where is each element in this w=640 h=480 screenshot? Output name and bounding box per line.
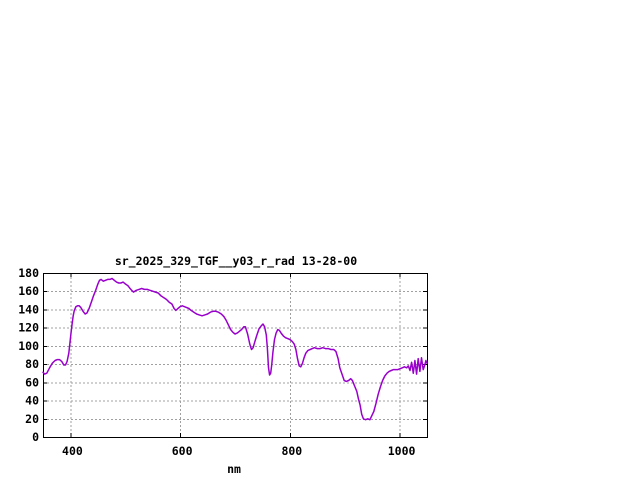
y-tick-label: 140 [18,302,39,316]
x-tick-label: 800 [281,444,302,458]
y-tick-label: 40 [25,394,39,408]
y-tick-label: 0 [32,430,39,444]
y-tick-label: 160 [18,284,39,298]
x-tick-label: 1000 [388,444,416,458]
plot-title: sr_2025_329_TGF__y03_r_rad 13-28-00 [115,254,357,269]
label-layer: sr_2025_329_TGF__y03_r_rad 13-28-00 nm 4… [18,254,415,476]
curve-series [42,277,428,421]
y-tick-label: 60 [25,375,39,389]
y-tick-label: 180 [18,266,39,280]
x-tick-label: 600 [172,444,193,458]
y-tick-label: 80 [25,357,39,371]
grid-layer [43,273,427,437]
x-axis-label: nm [227,462,241,476]
x-tick-label: 400 [62,444,83,458]
y-tick-label: 100 [18,339,39,353]
tick-layer [43,273,427,438]
plot-border [43,273,428,438]
y-tick-label: 120 [18,321,39,335]
y-tick-label: 20 [25,412,39,426]
